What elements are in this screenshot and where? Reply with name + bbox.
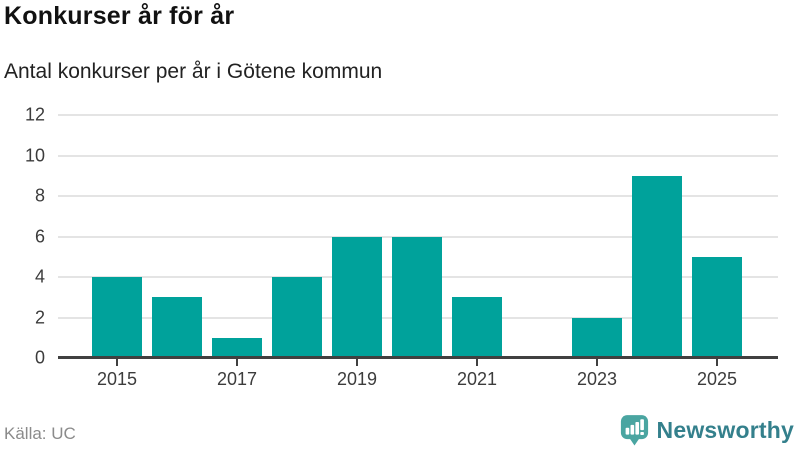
x-tick-label-2017: 2017: [216, 369, 258, 389]
chart-title: Konkurser år för år: [4, 2, 235, 30]
y-tick-label-10: 10: [24, 145, 45, 165]
x-tick-2025: [716, 359, 718, 366]
y-tick-label-12: 12: [24, 104, 45, 125]
newsworthy-logo-icon: [620, 415, 648, 446]
y-tick-label-0: 0: [34, 347, 45, 368]
x-tick-2015: [116, 359, 118, 366]
source-label: Källa: UC: [4, 424, 76, 443]
bar-2017: [212, 337, 262, 358]
bar-2024: [632, 175, 682, 358]
bar-2023: [572, 317, 622, 358]
y-tick-label-2: 2: [34, 307, 45, 327]
bar-2025: [692, 256, 742, 358]
x-tick-2021: [476, 359, 478, 366]
bar-2018: [272, 277, 322, 358]
x-axis-line: [58, 356, 778, 359]
x-tick-2017: [236, 359, 238, 366]
chart-subtitle: Antal konkurser per år i Götene kommun: [4, 60, 383, 83]
bar-2015: [92, 277, 142, 358]
x-tick-2023: [596, 359, 598, 366]
x-tick-label-2025: 2025: [696, 369, 738, 389]
gridline-y-12: [58, 114, 778, 116]
gridline-y-10: [58, 154, 778, 157]
x-tick-label-2021: 2021: [456, 369, 498, 389]
x-tick-2019: [356, 359, 358, 366]
bar-2019: [332, 236, 382, 358]
y-tick-label-8: 8: [34, 185, 45, 206]
bar-2021: [452, 297, 502, 358]
gridline-y-8: [58, 195, 778, 197]
newsworthy-brand: Newsworthy: [620, 414, 794, 447]
y-tick-label-6: 6: [34, 226, 45, 246]
x-tick-label-2019: 2019: [336, 369, 378, 389]
y-tick-label-4: 4: [34, 266, 45, 287]
bar-2020: [392, 236, 442, 358]
x-tick-label-2015: 2015: [96, 369, 138, 389]
x-tick-label-2023: 2023: [576, 369, 618, 389]
bar-2016: [152, 297, 202, 358]
brand-wordmark: Newsworthy: [656, 417, 794, 443]
